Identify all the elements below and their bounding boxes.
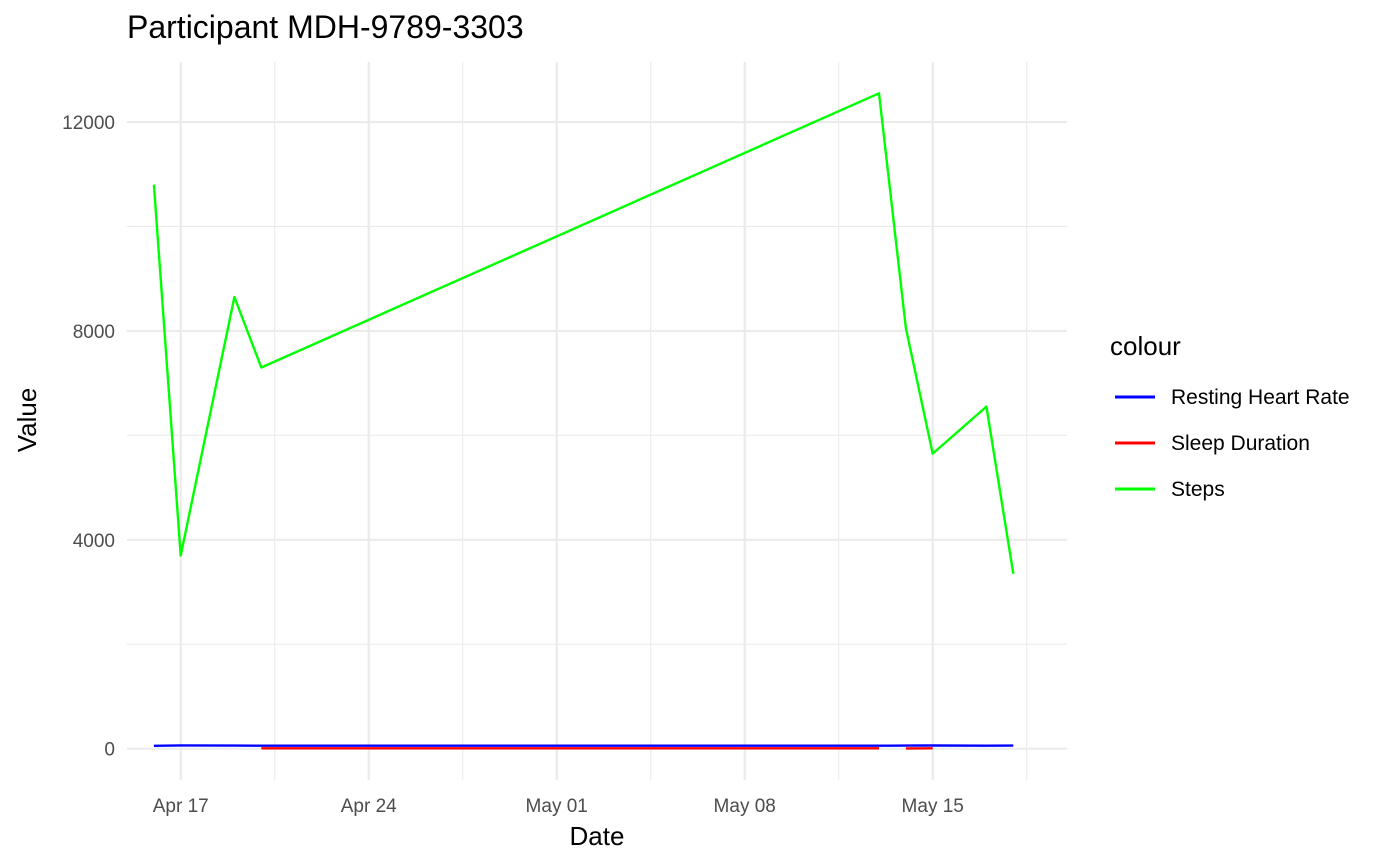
y-tick-label: 4000: [73, 531, 115, 552]
x-tick-label: May 15: [902, 796, 964, 817]
legend-title: colour: [1110, 331, 1181, 361]
x-tick-label: Apr 17: [153, 796, 209, 817]
x-tick-label: May 01: [526, 796, 588, 817]
y-tick-label: 12000: [62, 113, 115, 134]
x-tick-label: Apr 24: [341, 796, 397, 817]
y-tick-label: 8000: [73, 322, 115, 343]
y-axis-ticks: 0 4000 8000 12000: [62, 113, 115, 761]
x-tick-label: May 08: [714, 796, 776, 817]
y-tick-label: 0: [104, 740, 115, 761]
legend-label-steps: Steps: [1171, 478, 1225, 501]
series-line-steps: [152, 92, 1015, 574]
y-axis-title: Value: [12, 388, 42, 453]
x-axis-ticks: Apr 17 Apr 24 May 01 May 08 May 15: [153, 796, 964, 817]
legend: colour Resting Heart Rate Sleep Duration S…: [1110, 331, 1350, 501]
series-lines: [152, 92, 1015, 750]
legend-label-sleep-duration: Sleep Duration: [1171, 432, 1310, 455]
chart-title: Participant MDH-9789-3303: [127, 9, 524, 45]
x-axis-title: Date: [570, 821, 625, 851]
minor-gridlines: [127, 62, 1067, 780]
legend-label-resting-heart-rate: Resting Heart Rate: [1171, 386, 1350, 409]
